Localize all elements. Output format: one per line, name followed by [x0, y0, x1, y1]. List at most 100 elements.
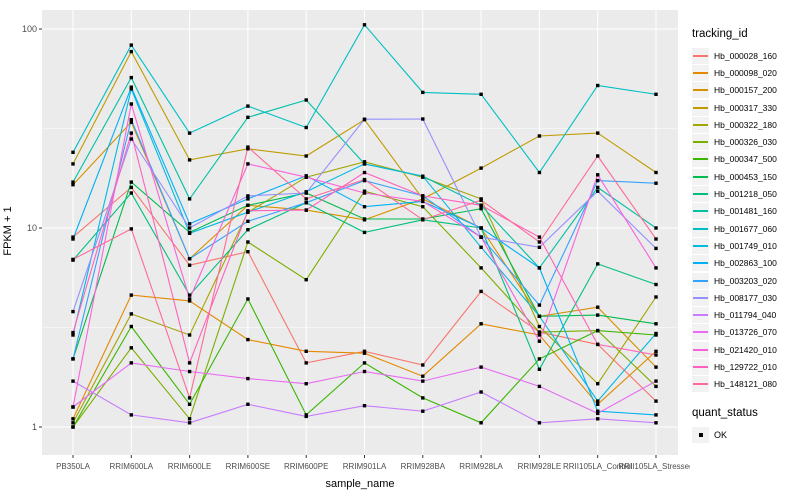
y-tick-label: 100 — [22, 24, 37, 34]
data-point — [362, 205, 367, 209]
x-tick-label: RRII105LA_Stressed — [618, 462, 690, 471]
data-point — [654, 413, 658, 417]
legend-key-box — [692, 289, 709, 306]
data-point — [421, 199, 425, 204]
data-point — [654, 237, 658, 241]
data-point — [421, 396, 425, 400]
legend-item-label: Hb_000098_020 — [714, 67, 777, 78]
data-point — [362, 217, 367, 221]
data-point — [654, 92, 658, 96]
data-point — [654, 331, 658, 336]
data-point — [362, 160, 367, 164]
data-point — [129, 85, 133, 89]
data-point — [187, 226, 192, 230]
x-tick-label: RRIM600LE — [168, 462, 212, 471]
legend-key-line-icon — [693, 279, 708, 282]
legend: tracking_id Hb_000028_160 Hb_000098_020 Hb… — [692, 28, 798, 443]
data-point — [304, 278, 308, 282]
data-point — [246, 194, 250, 198]
legend-item-label: Hb_001749_010 — [714, 240, 777, 251]
data-point — [596, 189, 600, 193]
data-point — [71, 180, 75, 184]
data-point — [596, 83, 600, 88]
x-tick-label: RRIM928LA — [459, 462, 503, 471]
legend-key-box — [692, 341, 709, 358]
data-point — [246, 402, 250, 406]
legend-key-box — [692, 255, 709, 272]
data-point — [71, 150, 75, 154]
legend-key-box — [692, 186, 709, 203]
legend-key-box — [692, 220, 709, 237]
legend-key-line-icon — [693, 210, 708, 213]
data-point — [129, 75, 133, 80]
data-point — [421, 218, 425, 222]
data-point — [596, 262, 600, 266]
data-point — [537, 134, 542, 138]
legend-item-label: Hb_000347_500 — [714, 154, 777, 165]
data-point — [362, 23, 367, 27]
data-point — [421, 379, 425, 383]
legend-key-box — [692, 168, 709, 185]
legend-item-label: Hb_008177_030 — [714, 292, 777, 303]
legend-key-box — [692, 272, 709, 289]
data-point — [246, 250, 250, 254]
data-point — [654, 349, 658, 353]
legend-item-label: Hb_021420_010 — [714, 344, 777, 355]
data-point — [362, 404, 367, 408]
x-tick-label: RRIM901LA — [343, 462, 387, 471]
data-point — [129, 131, 133, 135]
data-point — [187, 297, 192, 301]
legend-quant-status: quant_status OK — [692, 407, 798, 443]
data-point — [537, 170, 542, 175]
data-point — [71, 162, 75, 166]
data-point — [596, 382, 600, 386]
data-point — [596, 417, 600, 421]
legend-title-tracking-id: tracking_id — [692, 28, 748, 40]
data-point — [246, 104, 250, 108]
data-point — [479, 390, 483, 394]
legend-item: Hb_000322_180 — [692, 116, 798, 133]
data-point — [187, 402, 192, 406]
legend-item-label: Hb_001481_160 — [714, 206, 777, 217]
data-point — [246, 197, 250, 201]
data-point — [537, 330, 542, 334]
data-point — [362, 191, 367, 195]
data-point — [479, 207, 483, 211]
legend-item: Hb_000326_030 — [692, 133, 798, 151]
legend-key-box — [692, 99, 709, 116]
data-point — [304, 197, 308, 201]
data-point — [479, 226, 483, 230]
legend-item-label: Hb_000157_200 — [714, 85, 777, 96]
legend-item-label: Hb_000453_150 — [714, 171, 777, 182]
data-point — [479, 198, 483, 202]
legend-item: Hb_000347_500 — [692, 151, 798, 168]
data-point — [362, 189, 367, 193]
data-point — [537, 384, 542, 389]
data-point — [187, 231, 192, 235]
data-point — [187, 333, 192, 337]
x-axis-title: sample_name — [325, 478, 395, 490]
legend-key-line-icon — [693, 158, 708, 161]
data-point — [421, 197, 425, 201]
data-point — [304, 361, 308, 365]
legend-item: Hb_001481_160 — [692, 203, 798, 220]
data-point — [304, 154, 308, 158]
legend-key-line-icon — [693, 175, 708, 178]
legend-item-label: Hb_148121_080 — [714, 379, 777, 390]
data-point — [246, 209, 250, 213]
data-point — [71, 237, 75, 241]
data-point — [654, 365, 658, 369]
legend-item-label: Hb_002863_100 — [714, 258, 777, 269]
data-point — [129, 227, 133, 231]
legend-key-box — [692, 47, 709, 64]
data-point — [129, 312, 133, 316]
data-point — [129, 120, 133, 124]
data-point — [362, 170, 367, 175]
legend-key-line-icon — [693, 296, 708, 299]
data-point — [654, 170, 658, 175]
legend-item-label: Hb_000322_180 — [714, 119, 777, 130]
data-point — [129, 118, 133, 122]
legend-item: Hb_011794_040 — [692, 306, 798, 324]
data-point — [362, 349, 367, 353]
data-point — [654, 282, 658, 287]
